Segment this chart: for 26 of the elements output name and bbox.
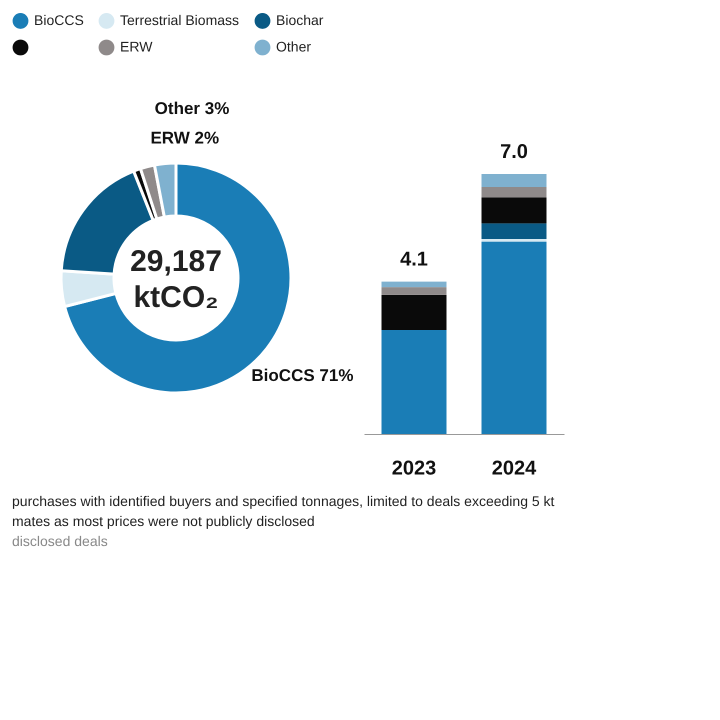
legend-label: Terrestrial Biomass	[120, 12, 240, 28]
bar	[482, 197, 546, 224]
text: purchases with identified buyers and specified tonnages, limited to deals exceeding 5 kt	[12, 493, 556, 509]
annotation: 4.1	[400, 248, 428, 271]
legend-label: BioCCS	[34, 12, 84, 28]
text: 29,187 ktCO₂	[130, 245, 222, 314]
bar	[382, 282, 446, 288]
legend-label: Other	[276, 38, 312, 54]
bar	[482, 174, 546, 187]
category-label: Other 3%	[154, 98, 230, 118]
bar	[482, 239, 546, 242]
bar	[482, 242, 546, 434]
x-tick-label: 2023	[392, 458, 436, 480]
bar	[382, 287, 446, 295]
category-label: ERW 2%	[150, 128, 220, 148]
text: disclosed deals	[12, 533, 109, 549]
legend-label: Biochar	[276, 12, 324, 28]
bar	[482, 187, 546, 198]
category-label: BioCCS 71%	[251, 366, 354, 386]
legend-label: ERW	[120, 38, 154, 54]
annotation: 7.0	[500, 141, 528, 163]
bar	[482, 223, 546, 239]
x-tick-label: 2024	[492, 458, 538, 480]
text: mates as most prices were not publicly disclosed	[12, 513, 316, 529]
bar	[382, 294, 446, 330]
bar	[382, 330, 446, 434]
